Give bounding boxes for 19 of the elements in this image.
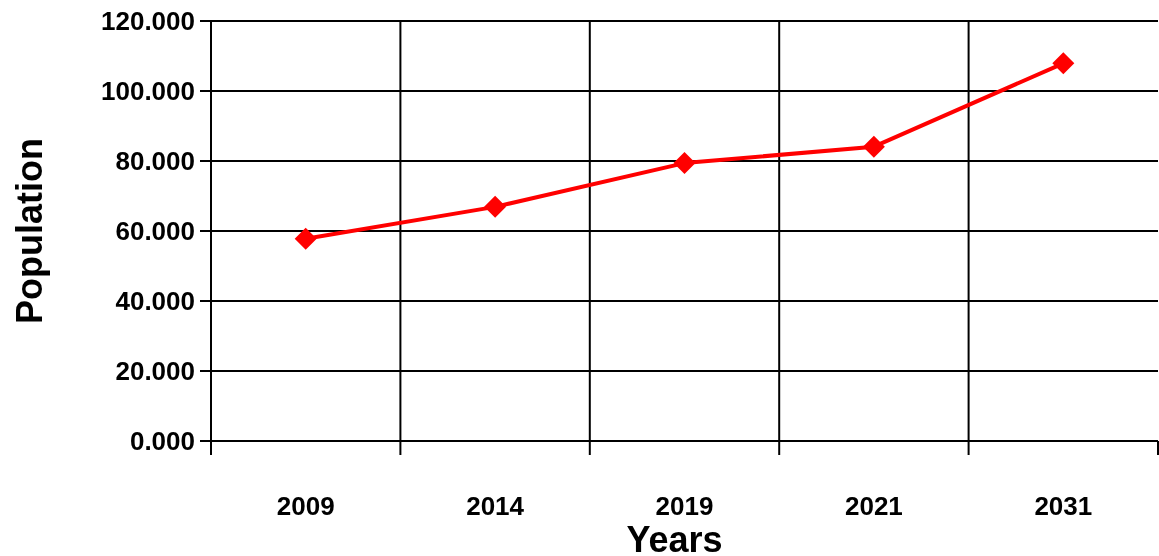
x-tick-label: 2031	[1034, 491, 1093, 522]
x-tick-label: 2019	[655, 491, 714, 522]
x-tick-label: 2021	[844, 491, 903, 522]
point	[294, 227, 317, 250]
y-tick-label: 60.000	[115, 216, 195, 247]
x-tick-label: 2014	[466, 491, 525, 522]
point	[1052, 52, 1075, 75]
y-tick-label: 0.000	[129, 426, 195, 457]
y-tick-label: 40.000	[115, 286, 195, 317]
y-tick-label: 120.000	[101, 6, 195, 37]
point	[673, 152, 696, 175]
x-tick-label: 2009	[276, 491, 335, 522]
point	[484, 195, 507, 218]
y-axis-title: Population	[9, 138, 50, 324]
y-tick-label: 80.000	[115, 146, 195, 177]
y-tick-label: 100.000	[101, 76, 195, 107]
x-axis-title: Years	[626, 519, 723, 556]
point	[862, 135, 885, 158]
y-tick-label: 20.000	[115, 356, 195, 387]
